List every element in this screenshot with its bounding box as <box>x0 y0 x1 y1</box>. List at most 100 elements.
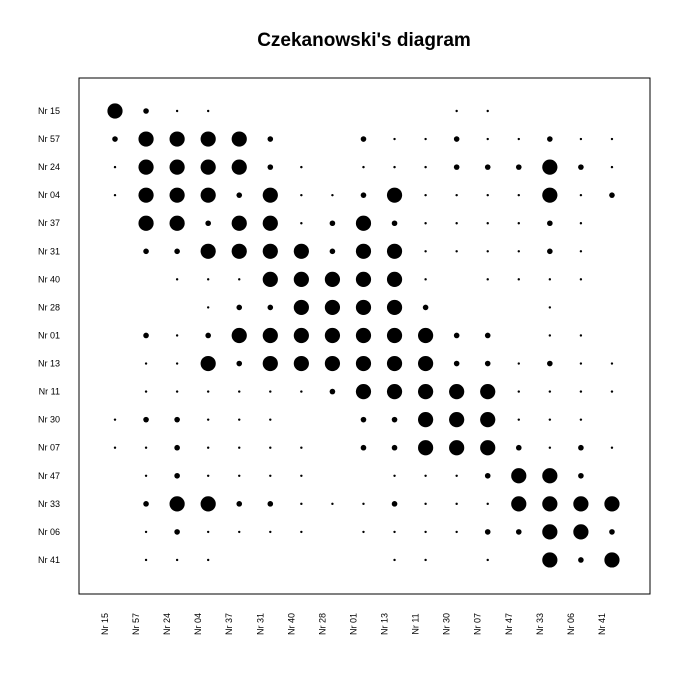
diagram-dot <box>231 159 247 175</box>
diagram-dot <box>206 530 210 534</box>
diagram-dot <box>355 355 372 372</box>
diagram-dot <box>238 390 241 393</box>
diagram-dot <box>329 220 336 227</box>
diagram-dot <box>486 193 489 197</box>
diagram-dot <box>169 215 185 231</box>
diagram-dot <box>300 165 303 169</box>
diagram-dot <box>386 384 403 400</box>
diagram-dot <box>355 271 372 287</box>
diagram-dot <box>174 248 180 255</box>
diagram-dot <box>548 334 552 337</box>
diagram-dot <box>269 446 272 449</box>
diagram-dot <box>393 137 396 141</box>
diagram-dot <box>107 103 123 119</box>
diagram-dot <box>610 390 614 393</box>
diagram-dot <box>174 472 180 479</box>
diagram-dot <box>143 501 149 507</box>
diagram-dot <box>604 496 620 512</box>
diagram-dot <box>175 109 179 113</box>
diagram-dot <box>269 418 272 421</box>
diagram-dot <box>391 220 398 227</box>
row-label: Nr 47 <box>38 471 60 481</box>
diagram-dot <box>362 502 365 506</box>
diagram-dot <box>144 446 148 449</box>
diagram-dot <box>579 193 583 197</box>
diagram-dot <box>386 327 403 344</box>
diagram-dot <box>484 332 491 339</box>
diagram-dot <box>206 278 210 281</box>
diagram-dot <box>548 418 552 421</box>
diagram-dot <box>578 472 584 479</box>
diagram-dot <box>579 278 583 281</box>
diagram-dot <box>486 222 489 225</box>
diagram-dot <box>578 444 584 451</box>
diagram-dot <box>200 187 216 203</box>
diagram-dot <box>138 159 154 175</box>
diagram-dot <box>144 390 148 393</box>
diagram-dot <box>548 306 552 309</box>
row-label: Nr 06 <box>38 527 60 537</box>
diagram-dot <box>386 243 403 259</box>
row-label: Nr 24 <box>38 162 60 172</box>
diagram-dot <box>300 222 303 225</box>
diagram-dot <box>236 192 243 198</box>
diagram-dot <box>480 440 496 456</box>
diagram-dot <box>542 159 558 175</box>
column-label: Nr 01 <box>348 613 358 635</box>
diagram-dot <box>547 136 553 142</box>
diagram-dot <box>542 524 558 540</box>
diagram-dot <box>236 304 243 311</box>
diagram-dot <box>360 416 367 423</box>
diagram-dot <box>300 530 303 534</box>
diagram-dot <box>511 468 527 484</box>
column-label: Nr 47 <box>504 613 514 635</box>
diagram-dot <box>548 278 552 281</box>
diagram-dot <box>424 558 427 562</box>
diagram-dot <box>206 306 210 309</box>
diagram-dot <box>174 529 180 535</box>
diagram-dot <box>424 222 427 225</box>
diagram-dot <box>424 502 427 506</box>
diagram-dot <box>293 271 309 287</box>
diagram-dot <box>238 474 241 477</box>
diagram-dot <box>174 416 180 423</box>
diagram-dot <box>604 552 620 568</box>
diagram-dot <box>143 332 149 339</box>
diagram-dot <box>206 390 210 393</box>
diagram-dot <box>355 243 372 259</box>
diagram-dot <box>231 131 247 147</box>
diagram-dot <box>391 501 398 507</box>
diagram-dot <box>393 530 396 534</box>
diagram-dot <box>324 327 341 344</box>
diagram-dot <box>231 215 247 231</box>
column-label: Nr 57 <box>131 613 141 635</box>
diagram-dot <box>329 388 336 395</box>
diagram-dot <box>206 474 210 477</box>
column-label: Nr 11 <box>411 613 421 634</box>
diagram-dot <box>484 164 491 170</box>
diagram-dot <box>542 187 558 203</box>
diagram-dot <box>547 360 553 367</box>
diagram-dot <box>515 529 522 535</box>
diagram-dot <box>293 299 309 316</box>
row-label: Nr 41 <box>38 555 60 565</box>
diagram-dot <box>206 446 210 449</box>
diagram-dot <box>205 220 211 227</box>
diagram-dot <box>547 248 553 255</box>
diagram-dot <box>486 250 489 253</box>
diagram-dot <box>386 355 403 372</box>
row-label: Nr 13 <box>38 359 60 369</box>
row-label: Nr 07 <box>38 443 60 453</box>
diagram-dot <box>113 446 117 449</box>
diagram-dot <box>355 327 372 344</box>
diagram-dot <box>169 131 185 147</box>
diagram-dot <box>548 446 552 449</box>
diagram-dot <box>269 474 272 477</box>
diagram-dot <box>579 250 583 253</box>
plot-frame <box>78 77 651 595</box>
diagram-dot <box>424 530 427 534</box>
diagram-dot <box>324 355 341 372</box>
column-label: Nr 28 <box>317 613 327 635</box>
diagram-dot <box>360 444 367 451</box>
diagram-cells <box>107 103 620 568</box>
